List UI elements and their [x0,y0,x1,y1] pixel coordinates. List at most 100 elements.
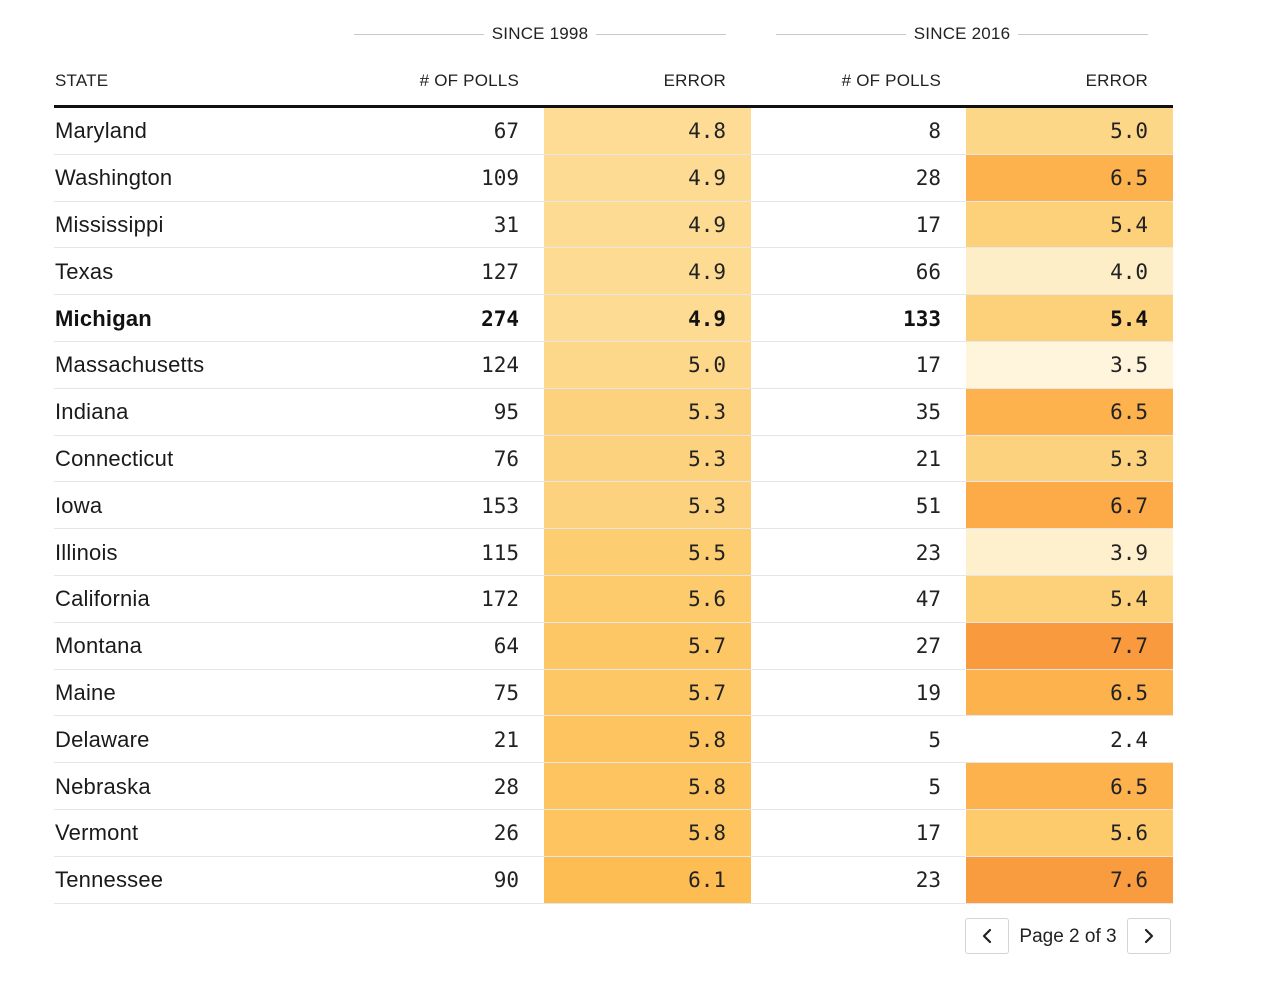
polls-2016-cell: 21 [915,446,941,471]
error-1998-cell: 5.7 [544,669,751,717]
table-row: California 172 5.6 47 5.4 [54,575,1173,623]
table-row: Massachusetts 124 5.0 17 3.5 [54,341,1173,389]
error-2016-cell: 3.5 [966,341,1173,389]
group-rule-right [596,33,726,35]
column-header-state[interactable]: STATE [55,71,109,90]
error-1998-cell: 4.9 [544,295,751,342]
polls-1998-cell: 31 [493,212,519,237]
error-2016-cell: 6.5 [966,669,1173,717]
row-divider [54,668,1173,670]
error-2016-cell: 6.5 [966,154,1173,202]
polls-2016-cell: 133 [903,306,941,331]
polls-1998-cell: 153 [481,493,519,518]
polls-2016-cell: 8 [928,119,941,144]
column-header-polls-1998[interactable]: # OF POLLS [419,71,519,90]
error-2016-cell: 2.4 [966,716,1173,764]
polls-2016-cell: 47 [915,587,941,612]
polls-2016-cell: 17 [915,821,941,846]
state-name-cell: Illinois [55,539,118,565]
state-name-cell: Vermont [55,820,139,846]
polls-2016-cell: 23 [915,540,941,565]
poll-error-table: Maryland 67 4.8 8 5.0 Washington 109 4.9 28 6.5 Mi… [54,108,1173,904]
polls-2016-cell: 66 [915,259,941,284]
table-row: Delaware 21 5.8 5 2.4 [54,716,1173,764]
state-name-cell: Maryland [55,118,148,144]
error-2016-cell: 7.7 [966,622,1173,670]
state-name-cell: Indiana [55,399,129,425]
error-2016-cell: 5.4 [966,201,1173,249]
table-row: Indiana 95 5.3 35 6.5 [54,388,1173,436]
table-row: Iowa 153 5.3 51 6.7 [54,482,1173,530]
row-divider [54,434,1173,436]
error-1998-cell: 4.9 [544,201,751,249]
row-divider [54,153,1173,155]
error-2016-cell: 5.4 [966,295,1173,342]
state-name-cell: Nebraska [55,773,151,799]
polls-2016-cell: 35 [915,400,941,425]
polls-2016-cell: 17 [915,353,941,378]
state-name-cell: Michigan [55,305,152,331]
polls-1998-cell: 76 [493,446,519,471]
state-name-cell: Massachusetts [55,352,205,378]
column-header-error-2016[interactable]: ERROR [1085,71,1148,90]
group-rule-right [1018,33,1148,35]
state-name-cell: Iowa [55,492,103,518]
error-1998-cell: 4.8 [544,108,751,155]
error-1998-cell: 5.8 [544,809,751,857]
error-2016-cell: 6.5 [966,763,1173,810]
table-row: Nebraska 28 5.8 5 6.5 [54,763,1173,810]
error-1998-cell: 5.3 [544,482,751,530]
error-1998-cell: 5.8 [544,763,751,810]
error-1998-cell: 4.9 [544,248,751,296]
polls-2016-cell: 19 [915,680,941,705]
group-header-since-2016: SINCE 2016 [776,22,1148,46]
polls-2016-cell: 5 [928,727,941,752]
state-name-cell: California [55,586,150,612]
polls-1998-cell: 172 [481,587,519,612]
chevron-left-icon [982,928,992,944]
row-divider [54,808,1173,810]
header-divider [54,105,1173,108]
table-row: Mississippi 31 4.9 17 5.4 [54,201,1173,249]
error-2016-cell: 6.7 [966,482,1173,530]
error-1998-cell: 5.6 [544,575,751,623]
polls-2016-cell: 27 [915,634,941,659]
row-divider [54,200,1173,202]
polls-2016-cell: 5 [928,774,941,799]
error-2016-cell: 5.0 [966,108,1173,155]
row-divider [54,574,1173,576]
group-label-since-1998: SINCE 1998 [491,24,589,43]
error-1998-cell: 5.3 [544,435,751,483]
error-2016-cell: 6.5 [966,388,1173,436]
table-row: Illinois 115 5.5 23 3.9 [54,529,1173,576]
row-divider [54,340,1173,342]
group-rule-left [776,33,906,35]
error-2016-cell: 7.6 [966,856,1173,904]
table-row: Montana 64 5.7 27 7.7 [54,622,1173,670]
polls-1998-cell: 124 [481,353,519,378]
state-name-cell: Washington [55,165,173,191]
row-divider [54,855,1173,857]
error-1998-cell: 5.3 [544,388,751,436]
column-header-error-1998[interactable]: ERROR [663,71,726,90]
row-divider [54,481,1173,483]
polls-1998-cell: 64 [493,634,519,659]
table-row: Vermont 26 5.8 17 5.6 [54,809,1173,857]
table-row: Maine 75 5.7 19 6.5 [54,669,1173,717]
row-divider [54,528,1173,530]
error-2016-cell: 4.0 [966,248,1173,296]
row-divider [54,902,1173,904]
polls-2016-cell: 23 [915,868,941,893]
column-header-polls-2016[interactable]: # OF POLLS [841,71,941,90]
group-header-since-1998: SINCE 1998 [354,22,726,46]
previous-page-button[interactable] [965,918,1009,954]
error-1998-cell: 4.9 [544,154,751,202]
polls-1998-cell: 127 [481,259,519,284]
group-label-since-2016: SINCE 2016 [913,24,1011,43]
page-indicator: Page 2 of 3 [1019,926,1117,947]
state-name-cell: Montana [55,633,143,659]
state-name-cell: Maine [55,679,116,705]
table-row: Washington 109 4.9 28 6.5 [54,154,1173,202]
error-1998-cell: 5.7 [544,622,751,670]
next-page-button[interactable] [1127,918,1171,954]
